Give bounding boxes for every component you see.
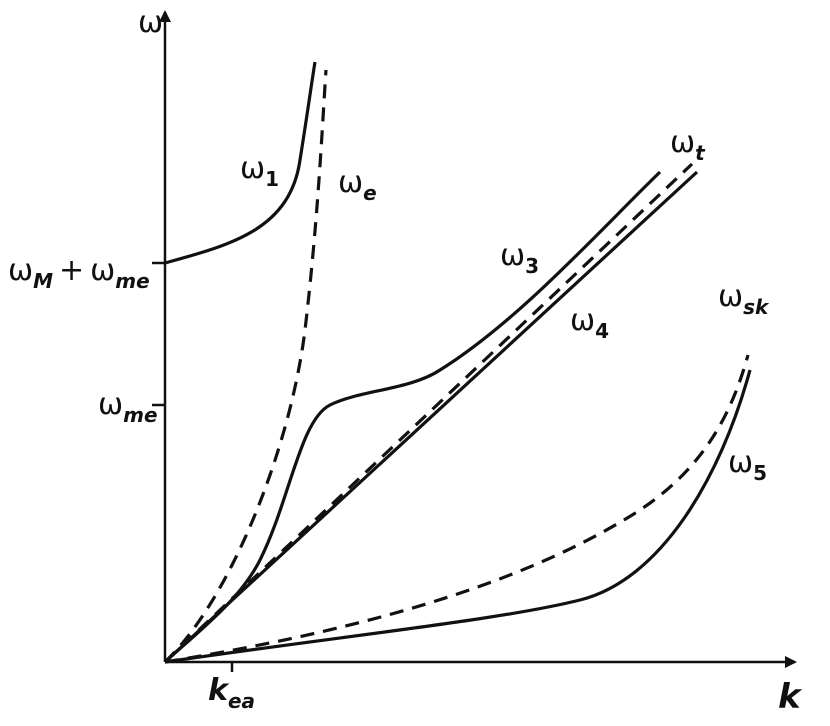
y-tick-label: ωM + ωme: [8, 253, 150, 293]
curve-omega-4: [163, 170, 699, 664]
curve-omega-5: [164, 369, 752, 664]
curve-omega-sk: [164, 354, 750, 664]
curve-label: ω1: [240, 151, 279, 191]
y-axis-label: ω: [138, 5, 163, 40]
x-axis-label: k: [778, 677, 803, 717]
curve-label: ω3: [500, 238, 539, 278]
y-tick-label: ωme: [98, 387, 158, 427]
curve-label: ωsk: [718, 279, 770, 319]
curve-omega-e: [163, 69, 328, 664]
curve-label: ω5: [728, 445, 767, 485]
x-tick-label: kea: [208, 673, 255, 713]
curve-label: ωe: [338, 165, 377, 205]
curve-omega-3: [163, 170, 662, 664]
curve-label: ωt: [670, 125, 706, 165]
curve-omega-1: [164, 61, 317, 265]
curve-label: ω4: [570, 303, 609, 343]
